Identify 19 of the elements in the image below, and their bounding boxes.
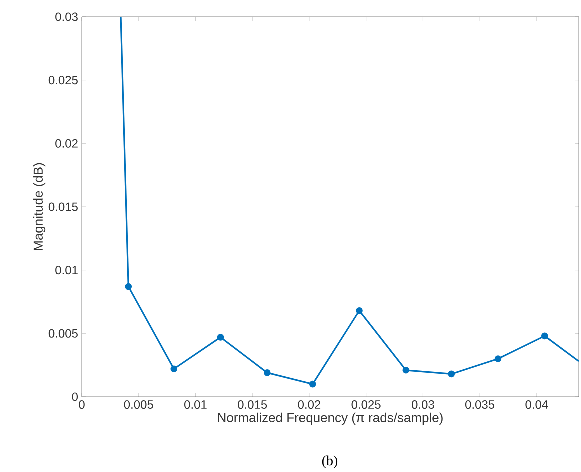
x-tick-label: 0.035 — [466, 400, 495, 410]
x-tick-label: 0.03 — [412, 400, 434, 410]
y-axis-title: Magnitude (dB) — [33, 163, 46, 250]
x-axis-title: Normalized Frequency (π rads/sample) — [218, 412, 443, 426]
x-tick-label: 0.01 — [184, 400, 207, 410]
x-tick-label: 0.04 — [526, 400, 548, 410]
x-tick-label: 0.015 — [238, 400, 268, 410]
y-tick-label: 0.005 — [48, 329, 78, 338]
x-tick-label: 0.005 — [124, 400, 154, 410]
y-tick-label: 0.03 — [56, 12, 78, 22]
x-tick-label: 0.02 — [298, 400, 321, 410]
text: (b) — [322, 456, 338, 468]
y-tick-label: 0 — [72, 392, 78, 402]
y-tick-label: 0.01 — [56, 266, 78, 275]
x-tick-label: 0 — [79, 400, 85, 410]
y-tick-label: 0.025 — [48, 76, 78, 85]
y-tick-label: 0.02 — [56, 139, 78, 148]
x-tick-label: 0.025 — [352, 400, 381, 410]
y-tick-label: 0.015 — [48, 202, 78, 212]
